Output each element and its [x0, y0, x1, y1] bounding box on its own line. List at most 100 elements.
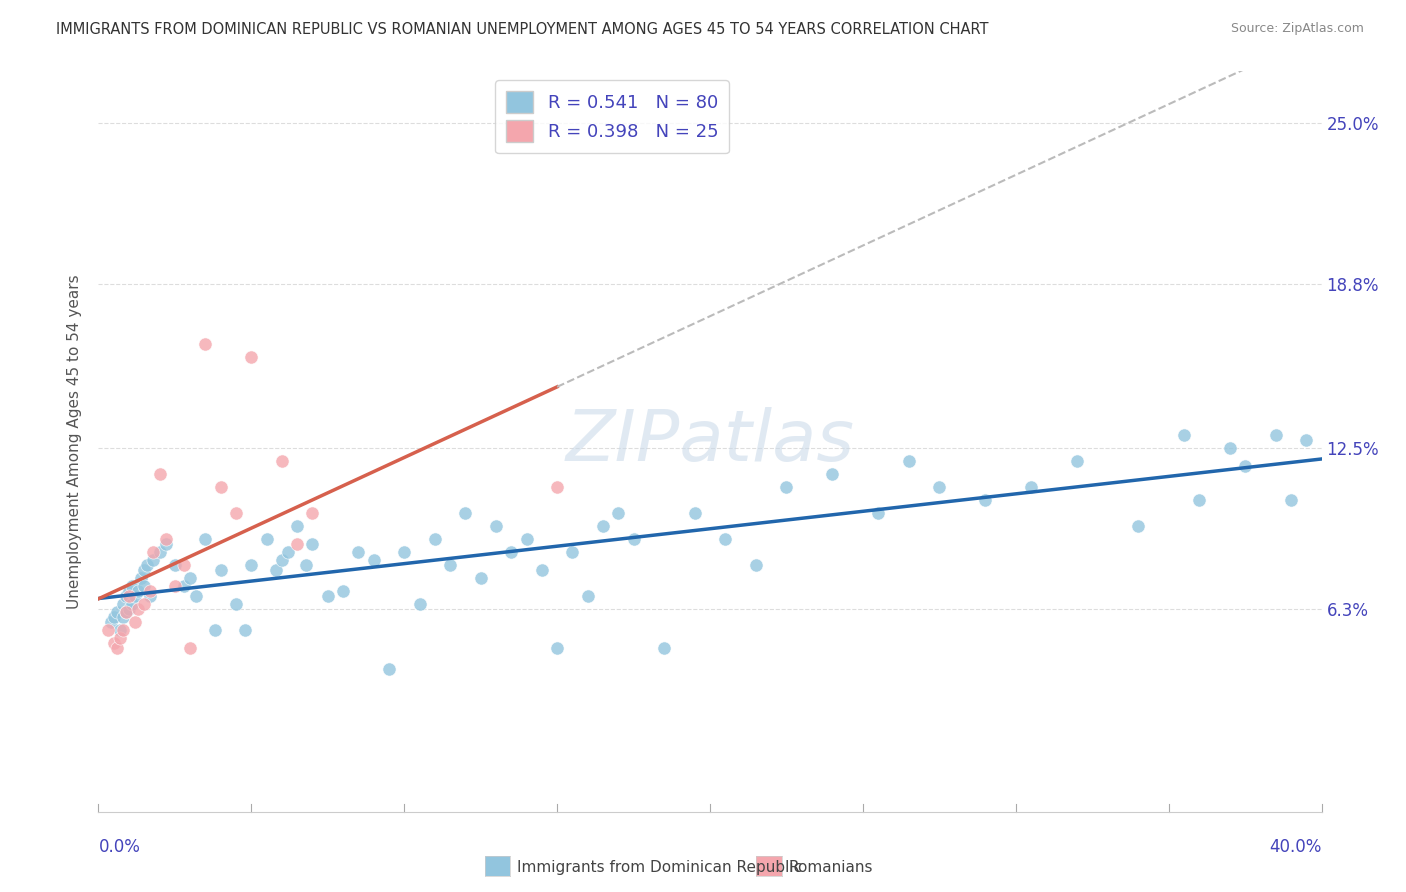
Point [233, 623, 256, 637]
Point [134, 597, 156, 611]
Point [592, 519, 614, 533]
Point [1066, 454, 1088, 468]
Point [139, 583, 162, 598]
Point [163, 558, 186, 572]
Point [155, 532, 177, 546]
Text: 0.0%: 0.0% [98, 838, 141, 855]
Point [134, 579, 156, 593]
Point [928, 480, 950, 494]
Point [516, 532, 538, 546]
Point [240, 558, 263, 572]
Point [623, 532, 645, 546]
Point [129, 571, 152, 585]
Point [714, 532, 737, 546]
Point [225, 597, 247, 611]
Point [546, 480, 568, 494]
Text: Romanians: Romanians [789, 860, 873, 874]
Point [868, 506, 890, 520]
Text: Immigrants from Dominican Republic: Immigrants from Dominican Republic [517, 860, 803, 874]
Point [108, 631, 131, 645]
Point [256, 532, 278, 546]
Point [897, 454, 920, 468]
Point [378, 662, 401, 676]
Point [105, 605, 128, 619]
Point [264, 563, 287, 577]
Point [530, 563, 553, 577]
Point [301, 506, 323, 520]
Point [683, 506, 706, 520]
Point [127, 602, 149, 616]
Point [121, 597, 143, 611]
Point [118, 583, 141, 598]
Point [501, 545, 523, 559]
Point [270, 553, 292, 567]
Point [136, 558, 159, 572]
Point [1128, 519, 1150, 533]
Point [285, 537, 308, 551]
Point [118, 589, 141, 603]
Point [332, 583, 354, 598]
Point [115, 605, 138, 619]
Point [103, 636, 125, 650]
Point [316, 589, 339, 603]
Point [149, 545, 172, 559]
Point [186, 589, 208, 603]
Point [1173, 428, 1195, 442]
Point [546, 641, 568, 656]
Point [607, 506, 630, 520]
Y-axis label: Unemployment Among Ages 45 to 54 years: Unemployment Among Ages 45 to 54 years [67, 274, 83, 609]
Point [576, 589, 599, 603]
Point [194, 337, 217, 351]
Point [240, 350, 263, 364]
Point [209, 480, 232, 494]
Legend: R = 0.541   N = 80, R = 0.398   N = 25: R = 0.541 N = 80, R = 0.398 N = 25 [495, 80, 730, 153]
Point [295, 558, 318, 572]
Point [111, 597, 134, 611]
Point [1295, 434, 1317, 448]
Point [1264, 428, 1286, 442]
Point [105, 641, 128, 656]
Point [142, 553, 165, 567]
Text: IMMIGRANTS FROM DOMINICAN REPUBLIC VS ROMANIAN UNEMPLOYMENT AMONG AGES 45 TO 54 : IMMIGRANTS FROM DOMINICAN REPUBLIC VS RO… [56, 22, 988, 37]
Text: ZIPatlas: ZIPatlas [565, 407, 855, 476]
Point [301, 537, 323, 551]
Point [111, 610, 134, 624]
Point [179, 641, 201, 656]
Point [173, 558, 195, 572]
Point [1234, 459, 1257, 474]
Point [454, 506, 477, 520]
Point [179, 571, 201, 585]
Point [270, 454, 292, 468]
Point [204, 623, 226, 637]
Point [561, 545, 583, 559]
Point [142, 545, 165, 559]
Point [470, 571, 492, 585]
Point [1279, 493, 1302, 508]
Point [408, 597, 430, 611]
Point [127, 583, 149, 598]
Point [194, 532, 217, 546]
Point [775, 480, 797, 494]
Point [285, 519, 308, 533]
Point [745, 558, 768, 572]
Point [97, 623, 120, 637]
Point [821, 467, 844, 481]
Point [134, 563, 156, 577]
Point [139, 589, 162, 603]
Point [277, 545, 299, 559]
Point [1019, 480, 1042, 494]
Point [347, 545, 370, 559]
Point [974, 493, 997, 508]
Point [1219, 441, 1241, 455]
Point [225, 506, 247, 520]
Point [124, 589, 146, 603]
Text: Source: ZipAtlas.com: Source: ZipAtlas.com [1230, 22, 1364, 36]
Point [209, 563, 232, 577]
Point [121, 579, 143, 593]
Point [115, 589, 138, 603]
Text: 40.0%: 40.0% [1270, 838, 1322, 855]
Point [149, 467, 172, 481]
Point [439, 558, 461, 572]
Point [392, 545, 416, 559]
Point [652, 641, 675, 656]
